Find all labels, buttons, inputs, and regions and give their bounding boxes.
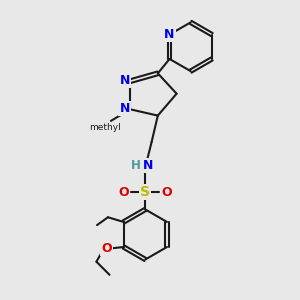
Text: S: S bbox=[140, 185, 150, 199]
Text: N: N bbox=[142, 159, 153, 172]
Text: O: O bbox=[119, 186, 129, 199]
Text: O: O bbox=[101, 242, 112, 255]
Text: N: N bbox=[119, 74, 130, 87]
Text: methyl: methyl bbox=[89, 123, 121, 132]
Text: H: H bbox=[131, 159, 141, 172]
Text: N: N bbox=[119, 102, 130, 115]
Text: N: N bbox=[164, 28, 175, 41]
Text: O: O bbox=[161, 186, 172, 199]
